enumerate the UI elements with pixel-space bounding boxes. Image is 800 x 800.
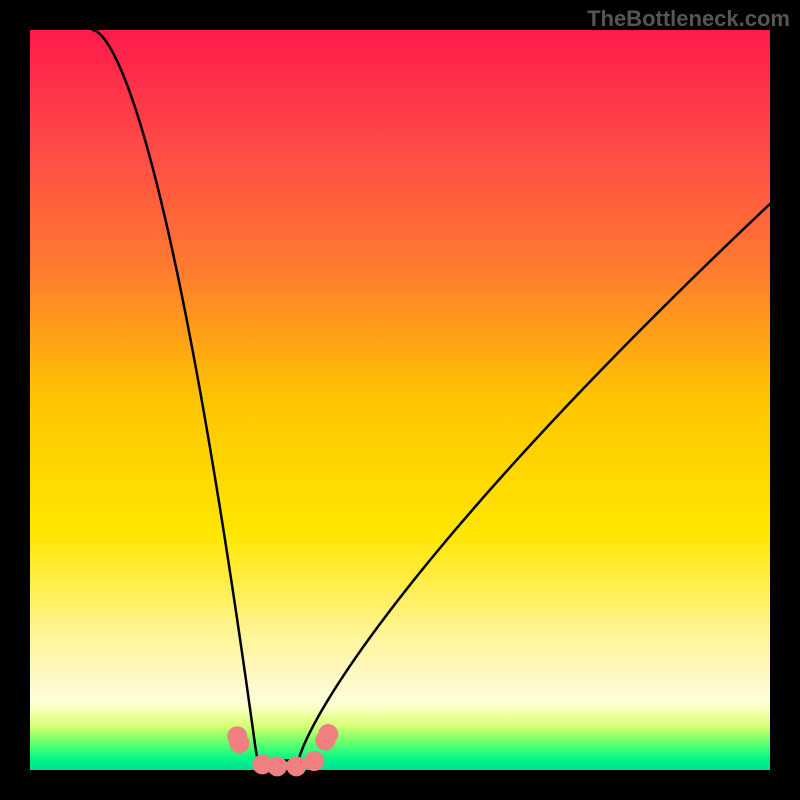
bottleneck-chart xyxy=(0,0,800,800)
plot-area xyxy=(30,30,770,770)
marker-dot xyxy=(229,733,249,753)
marker-dot xyxy=(304,751,324,771)
marker-dot xyxy=(318,724,338,744)
marker-dot xyxy=(286,756,306,776)
watermark-text: TheBottleneck.com xyxy=(587,6,790,32)
marker-dot xyxy=(267,756,287,776)
chart-container: { "watermark": "TheBottleneck.com", "cha… xyxy=(0,0,800,800)
